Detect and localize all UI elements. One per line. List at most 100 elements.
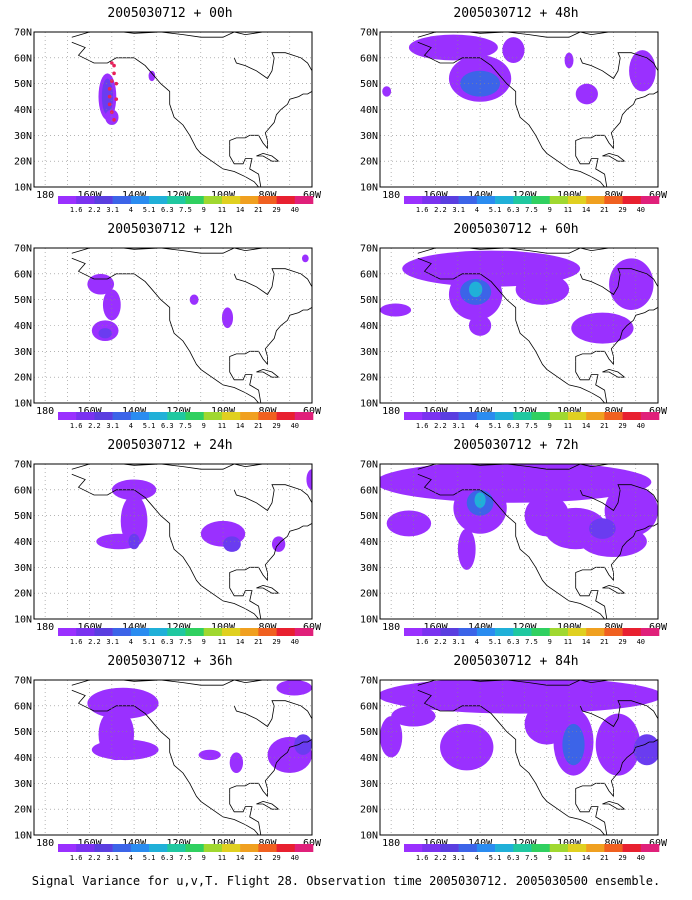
panel-title: 2005030712 + 60h [453, 222, 579, 237]
x-tick-label: 100W [557, 190, 582, 201]
colorbar-segment [531, 196, 551, 204]
colorbar-segment [549, 844, 569, 852]
x-tick-label: 160W [78, 838, 103, 849]
colorbar-label: 29 [618, 422, 626, 430]
y-tick-label: 30N [14, 347, 32, 358]
colorbar-segment [167, 844, 186, 852]
y-tick-label: 30N [14, 563, 32, 574]
colorbar-label: 7.5 [179, 854, 192, 862]
colorbar-segment [203, 844, 223, 852]
colorbar-label: 40 [637, 854, 645, 862]
colorbar-segment [549, 412, 569, 420]
map-plot: 70N 60N 50N 40N 30N 20N 10N 180 160W 140W 120W 100W… [360, 460, 668, 647]
colorbar-label: 9 [202, 854, 206, 862]
x-tick-label: 140W [122, 622, 147, 633]
colorbar-segment [76, 412, 95, 420]
chart-panel: 2005030712 + 24h 70N 60N 50N 40N 30N 20N 10N 180… [0, 438, 340, 648]
colorbar-segment [149, 844, 168, 852]
x-tick-label: 180 [382, 406, 400, 417]
y-tick-label: 60N [14, 701, 32, 712]
colorbar-label: 40 [637, 206, 645, 214]
variance-contour [571, 312, 634, 344]
colorbar-label: 6.3 [507, 422, 520, 430]
colorbar-label: 21 [600, 422, 608, 430]
y-tick-label: 10N [360, 831, 378, 842]
colorbar-label: 40 [637, 422, 645, 430]
colorbar-segment [531, 412, 551, 420]
y-tick-label: 10N [360, 183, 378, 194]
colorbar-segment [185, 628, 205, 636]
colorbar-segment [604, 844, 623, 852]
variance-contour [633, 734, 658, 766]
colorbar-label: 9 [548, 638, 552, 646]
colorbar-label: 5.1 [489, 854, 502, 862]
x-tick-label: 80W [258, 838, 277, 849]
x-tick-label: 120W [513, 622, 538, 633]
colorbar-label: 1.6 [70, 422, 83, 430]
chart-panel: 2005030712 + 36h 70N 60N 50N 40N 30N 20N 10N 180… [0, 654, 340, 864]
x-tick-label: 120W [167, 838, 192, 849]
colorbar-segment [112, 844, 132, 852]
colorbar-label: 21 [254, 854, 262, 862]
colorbar-label: 2.2 [88, 422, 101, 430]
y-tick-label: 10N [14, 183, 32, 194]
colorbar-segment [258, 196, 277, 204]
colorbar-segment [513, 412, 532, 420]
colorbar-segment [404, 412, 423, 420]
colorbar-segment [76, 196, 95, 204]
colorbar-segment [567, 844, 587, 852]
map-plot: 70N 60N 50N 40N 30N 20N 10N 180 160W 140W 120W 100W… [360, 676, 668, 863]
colorbar-segment [495, 412, 514, 420]
x-tick-label: 120W [167, 622, 192, 633]
variance-contour [276, 680, 312, 696]
x-tick-label: 160W [424, 838, 449, 849]
colorbar-label: 29 [272, 422, 280, 430]
y-tick-label: 20N [360, 805, 378, 816]
colorbar-segment [458, 628, 478, 636]
y-tick-label: 40N [14, 537, 32, 548]
x-tick-label: 100W [211, 838, 236, 849]
colorbar-label: 11 [564, 206, 572, 214]
chart-panel: 2005030712 + 00h 70N 60N 50N 40N 30N 20N 10N 180… [0, 6, 340, 216]
colorbar-label: 4 [129, 638, 133, 646]
observation-point [114, 81, 119, 86]
x-tick-label: 180 [36, 406, 54, 417]
colorbar-segment [440, 844, 459, 852]
panel-title: 2005030712 + 72h [453, 438, 579, 453]
variance-contour [306, 469, 312, 490]
colorbar-label: 9 [202, 638, 206, 646]
panel-title: 2005030712 + 12h [107, 222, 233, 237]
colorbar-label: 3.1 [452, 206, 465, 214]
y-tick-label: 20N [14, 373, 32, 384]
x-tick-label: 60W [649, 622, 668, 633]
y-tick-label: 40N [14, 105, 32, 116]
colorbar-label: 21 [254, 422, 262, 430]
variance-contour [380, 464, 652, 503]
colorbar-segment [404, 844, 423, 852]
colorbar-segment [586, 412, 605, 420]
x-tick-label: 80W [604, 622, 623, 633]
panel-title: 2005030712 + 24h [107, 438, 233, 453]
colorbar-label: 2.2 [88, 206, 101, 214]
x-tick-label: 60W [303, 190, 322, 201]
y-tick-label: 50N [14, 79, 32, 90]
figure-footer: Signal Variance for u,v,T. Flight 28. Ob… [31, 874, 661, 888]
y-tick-label: 40N [360, 753, 378, 764]
colorbar-segment [276, 628, 296, 636]
x-tick-label: 100W [211, 622, 236, 633]
colorbar-label: 40 [291, 206, 299, 214]
y-tick-label: 50N [14, 727, 32, 738]
colorbar-segment [185, 844, 205, 852]
colorbar-segment [640, 196, 660, 204]
colorbar-segment [640, 412, 660, 420]
chart-panel: 2005030712 + 84h 70N 60N 50N 40N 30N 20N 10N 180… [346, 654, 686, 864]
x-tick-label: 120W [513, 838, 538, 849]
colorbar-label: 9 [548, 422, 552, 430]
x-tick-label: 120W [167, 190, 192, 201]
colorbar-segment [294, 628, 314, 636]
colorbar-label: 3.1 [452, 854, 465, 862]
colorbar-label: 21 [600, 854, 608, 862]
colorbar-label: 6.3 [507, 206, 520, 214]
y-tick-label: 10N [14, 399, 32, 410]
colorbar-segment [476, 412, 496, 420]
